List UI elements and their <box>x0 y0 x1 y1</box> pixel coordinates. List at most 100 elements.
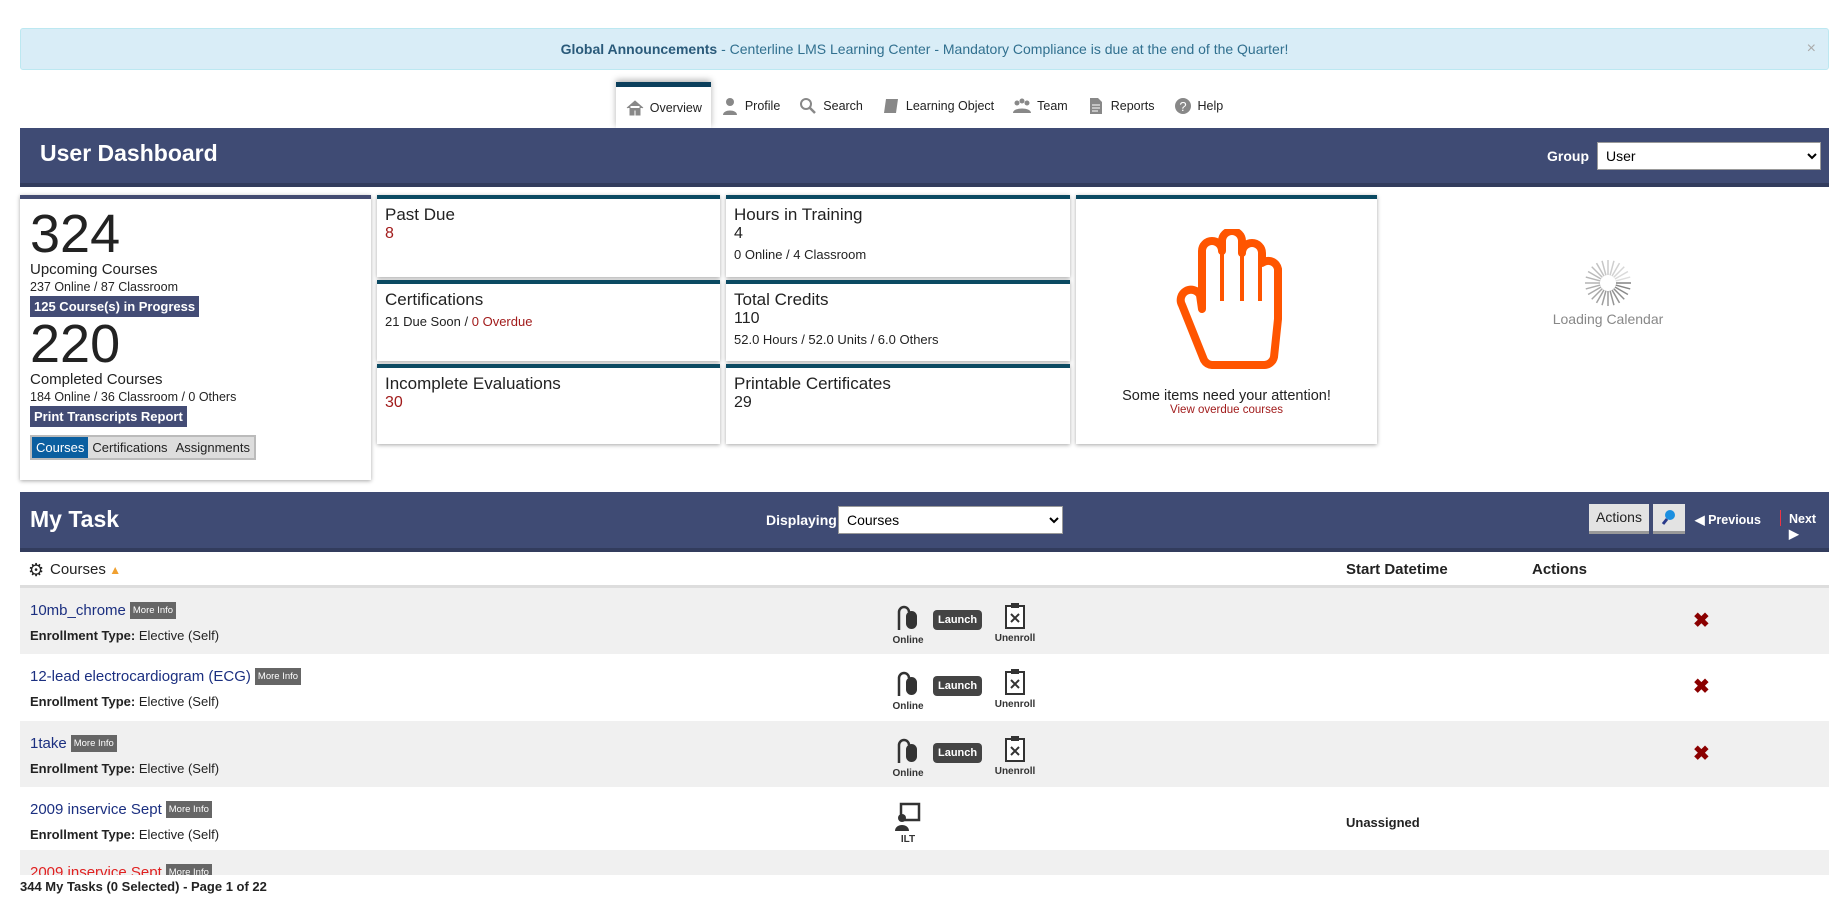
more-info-button[interactable]: More Info <box>254 668 302 685</box>
column-label: Courses <box>50 561 106 578</box>
nav-learning-object[interactable]: Learning Object <box>872 84 1003 128</box>
more-info-button[interactable]: More Info <box>70 735 117 752</box>
spinner-spoke <box>1591 288 1603 300</box>
course-title-link[interactable]: 10mb_chrome More Info <box>30 602 177 619</box>
more-info-button[interactable]: More Info <box>165 864 212 875</box>
svg-text:?: ? <box>1179 99 1186 114</box>
spinner-spoke <box>1614 286 1629 296</box>
printable-certificates-card[interactable]: Printable Certificates 29 <box>726 364 1070 444</box>
gear-icon[interactable]: ⚙ <box>28 560 45 580</box>
print-transcripts-button[interactable]: Print Transcripts Report <box>30 406 187 427</box>
attention-text: Some items need your attention! <box>1122 388 1331 404</box>
book-icon <box>883 99 898 113</box>
page-title: User Dashboard <box>40 140 218 166</box>
table-row: 2009 inservice Sept More Info <box>20 850 1829 875</box>
next-label: Next <box>1789 512 1817 526</box>
tab-courses[interactable]: Courses <box>32 437 89 458</box>
course-title: 2009 inservice Sept <box>30 864 162 875</box>
past-due-card[interactable]: Past Due 8 <box>377 195 720 277</box>
upcoming-label: Upcoming Courses <box>30 261 158 278</box>
remove-icon[interactable]: ✖ <box>1693 676 1710 698</box>
launch-button[interactable]: Launch <box>933 743 983 763</box>
online-icon: Online <box>886 602 930 646</box>
clipboard-x-icon <box>1004 736 1026 766</box>
spinner-spoke <box>1615 276 1631 282</box>
spinner-spoke <box>1601 260 1607 276</box>
team-icon <box>1013 98 1032 113</box>
remove-icon[interactable]: ✖ <box>1693 610 1710 632</box>
hand-icon <box>1176 227 1282 369</box>
view-overdue-link[interactable]: View overdue courses <box>1170 404 1283 416</box>
card-title: Total Credits <box>734 290 829 309</box>
announcement-label: Global Announcements <box>560 41 718 57</box>
actions-button[interactable]: Actions <box>1589 504 1649 534</box>
in-progress-button[interactable]: 125 Course(s) in Progress <box>30 296 200 317</box>
certifications-card: Certifications 21 Due Soon / 0 Overdue <box>377 280 720 361</box>
summary-tabs: Courses Certifications Assignments <box>30 435 256 460</box>
delivery-type: Online <box>892 768 924 779</box>
course-title-link[interactable]: 12-lead electrocardiogram (ECG) More Info <box>30 668 302 685</box>
spinner-spoke <box>1595 262 1605 277</box>
course-title: 2009 inservice Sept <box>30 801 162 818</box>
nav-label: Search <box>823 99 863 113</box>
spinner-spoke <box>1587 270 1602 280</box>
evaluations-card[interactable]: Incomplete Evaluations 30 <box>377 364 720 444</box>
nav-team[interactable]: Team <box>1003 84 1077 128</box>
spinner-spoke <box>1613 288 1625 300</box>
unenroll-button[interactable]: Unenroll <box>990 668 1040 710</box>
loading-spinner-icon <box>1585 260 1631 306</box>
launch-button[interactable]: Launch <box>933 610 983 630</box>
table-row: 10mb_chrome More Info Enrollment Type: Ele… <box>20 588 1829 654</box>
nav-profile[interactable]: Profile <box>711 84 789 128</box>
spinner-spoke <box>1609 260 1615 276</box>
tab-assignments[interactable]: Assignments <box>175 440 250 455</box>
more-info-button[interactable]: More Info <box>129 602 177 619</box>
course-title-link[interactable]: 2009 inservice Sept More Info <box>30 864 212 875</box>
group-label: Group <box>1547 148 1589 164</box>
unenroll-button[interactable]: Unenroll <box>990 602 1040 644</box>
start-datetime-header[interactable]: Start Datetime <box>1346 561 1448 578</box>
card-value: 8 <box>385 225 394 242</box>
course-title-link[interactable]: 2009 inservice Sept More Info <box>30 801 212 818</box>
nav-reports[interactable]: Reports <box>1077 84 1164 128</box>
nav-overview[interactable]: Overview <box>615 82 711 128</box>
nav-search[interactable]: Search <box>789 84 872 128</box>
remove-icon[interactable]: ✖ <box>1693 743 1710 765</box>
enrollment-type-value: Elective (Self) <box>135 694 220 709</box>
enrollment-type-value: Elective (Self) <box>135 827 220 842</box>
my-task-header: My Task Displaying Courses Actions ◀ Pre… <box>20 492 1829 552</box>
course-title-link[interactable]: 1take More Info <box>30 735 117 752</box>
hours-card: Hours in Training 4 0 Online / 4 Classro… <box>726 195 1070 277</box>
overdue-link[interactable]: 0 Overdue <box>471 314 533 329</box>
close-icon[interactable]: × <box>1806 40 1816 57</box>
course-title: 12-lead electrocardiogram (ECG) <box>30 668 251 685</box>
search-button[interactable] <box>1653 504 1685 534</box>
sort-asc-icon: ▲ <box>105 563 122 577</box>
group-select[interactable]: User <box>1597 142 1821 170</box>
card-value: 110 <box>734 310 760 327</box>
enrollment-type-label: Enrollment Type: <box>30 827 136 842</box>
spinner-spoke <box>1614 270 1629 280</box>
more-info-button[interactable]: More Info <box>165 801 212 818</box>
courses-column-header[interactable]: Courses ▲ <box>50 561 121 578</box>
unenroll-button[interactable]: Unenroll <box>990 735 1040 777</box>
launch-button[interactable]: Launch <box>933 676 983 696</box>
home-icon <box>626 99 644 115</box>
nav-help[interactable]: ? Help <box>1164 84 1233 128</box>
displaying-select[interactable]: Courses <box>838 506 1063 534</box>
clipboard-x-icon <box>1004 669 1026 699</box>
next-link[interactable]: Next ▶ <box>1789 512 1817 541</box>
spinner-spoke <box>1613 266 1625 278</box>
table-row: 1take More Info Enrollment Type: Elective … <box>20 721 1829 787</box>
card-detail: 52.0 Hours / 52.0 Units / 6.0 Others <box>734 332 939 347</box>
table-row: 12-lead electrocardiogram (ECG) More Info… <box>20 654 1829 721</box>
course-summary-card: 324 Upcoming Courses 237 Online / 87 Cla… <box>20 195 371 480</box>
clipboard-x-icon <box>1004 603 1026 633</box>
enrollment-type-value: Elective (Self) <box>135 628 220 643</box>
table-header: ⚙ Courses ▲ Start Datetime Actions <box>20 552 1829 589</box>
enrollment-type-label: Enrollment Type: <box>30 761 136 776</box>
start-datetime: Unassigned <box>1346 815 1420 830</box>
enrollment-type: Enrollment Type: Elective (Self) <box>30 694 219 709</box>
previous-link[interactable]: ◀ Previous <box>1695 513 1761 527</box>
tab-certifications[interactable]: Certifications <box>92 440 168 455</box>
